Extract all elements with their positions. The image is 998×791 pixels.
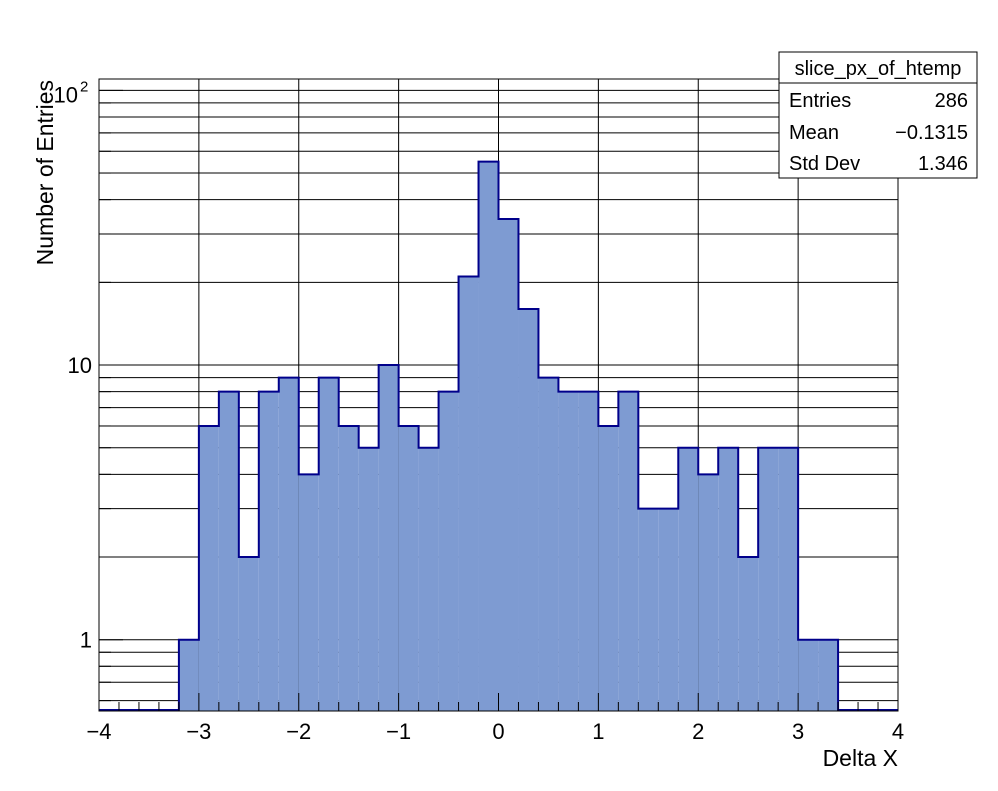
- histogram-bar: [738, 557, 759, 711]
- stats-stddev-label: Std Dev: [789, 153, 860, 175]
- x-axis-label: Delta X: [823, 745, 898, 771]
- stats-mean-value: −0.1315: [895, 122, 968, 144]
- histogram-bar: [278, 377, 299, 711]
- x-tick-label: 2: [692, 719, 704, 744]
- x-tick-label: 0: [492, 719, 504, 744]
- histogram-bar: [318, 377, 339, 711]
- stats-box-frame: [778, 51, 978, 179]
- histogram-bar: [378, 365, 399, 711]
- stats-entries-value: 286: [935, 90, 968, 112]
- histogram-bar: [338, 425, 359, 711]
- histogram-bars: [178, 161, 839, 711]
- histogram-bar: [598, 425, 619, 711]
- stats-box-title: slice_px_of_htemp: [795, 58, 962, 80]
- histogram-bar: [518, 308, 539, 711]
- x-tick-label: −4: [86, 719, 111, 744]
- stats-entries-label: Entries: [789, 90, 851, 112]
- histogram-bar: [538, 377, 559, 711]
- histogram-bar: [418, 447, 439, 711]
- histogram-bar: [358, 447, 379, 711]
- y-tick-label: 10: [68, 353, 92, 378]
- histogram-bar: [458, 276, 479, 711]
- histogram-bar: [818, 639, 839, 711]
- x-tick-label: 1: [592, 719, 604, 744]
- histogram-bar: [298, 474, 319, 711]
- histogram-bar: [398, 425, 419, 711]
- y-tick-exponent: 2: [80, 78, 88, 95]
- x-tick-labels: −4 −3 −2 −1 0 1 2 3 4: [86, 719, 904, 744]
- histogram-bar: [178, 639, 199, 711]
- histogram-bar: [478, 161, 499, 711]
- histogram-bar: [218, 391, 239, 711]
- histogram-bar: [678, 447, 699, 711]
- histogram-bar: [258, 391, 279, 711]
- axis-ticks: [98, 89, 899, 711]
- stats-box: slice_px_of_htemp Entries 286 Mean −0.13…: [778, 51, 978, 179]
- histogram-bar: [558, 391, 579, 711]
- histogram-bar: [618, 391, 639, 711]
- histogram-bar: [758, 447, 779, 711]
- x-tick-label: −1: [386, 719, 411, 744]
- histogram-bar: [498, 219, 519, 711]
- histogram-outline: [99, 160, 898, 711]
- histogram-bar: [798, 639, 819, 711]
- histogram-bar: [238, 557, 259, 711]
- x-tick-label: 3: [792, 719, 804, 744]
- histogram-bar: [658, 508, 679, 711]
- histogram-bar: [578, 391, 599, 711]
- y-tick-label: 10: [54, 82, 78, 107]
- x-tick-label: −3: [186, 719, 211, 744]
- histogram-bar: [438, 391, 459, 711]
- histogram-bar: [698, 474, 719, 711]
- stats-stddev-value: 1.346: [918, 153, 968, 175]
- x-tick-label: 4: [892, 719, 904, 744]
- x-tick-label: −2: [286, 719, 311, 744]
- y-tick-label: 1: [80, 628, 92, 653]
- stats-mean-label: Mean: [789, 122, 839, 144]
- histogram-bar: [718, 447, 739, 711]
- y-axis-label: Number of Entries: [32, 80, 58, 265]
- histogram-bar: [638, 508, 659, 711]
- histogram-bar: [778, 447, 799, 711]
- histogram-bar: [198, 425, 219, 711]
